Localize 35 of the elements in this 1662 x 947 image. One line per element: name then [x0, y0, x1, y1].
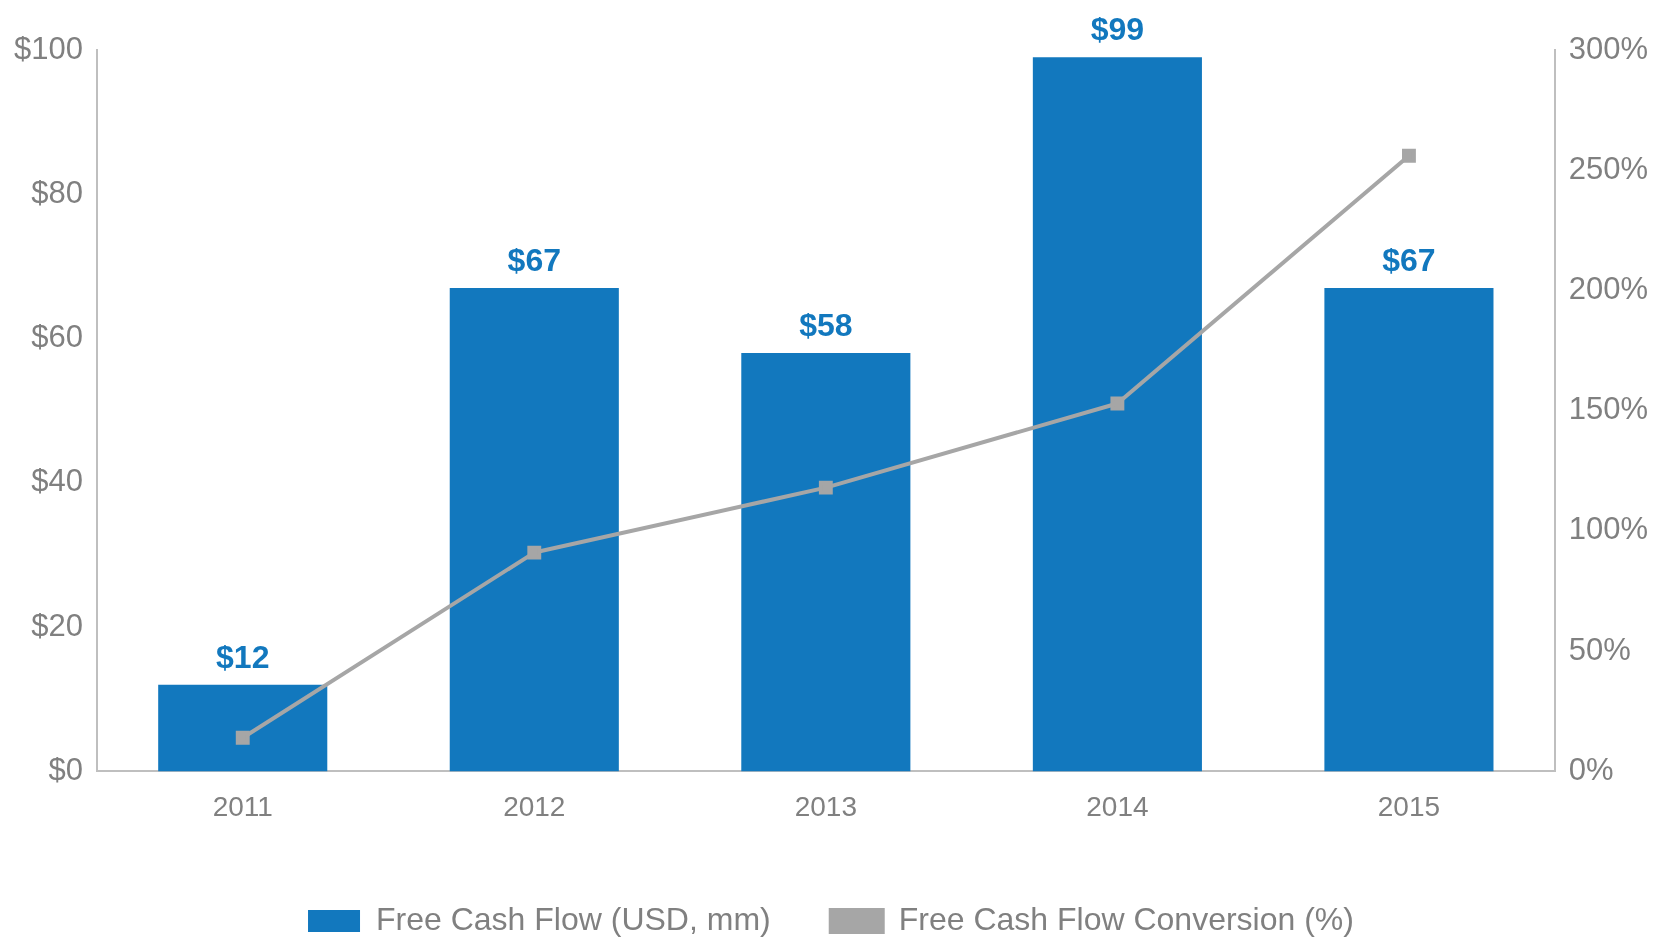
y-tick-label: $0: [48, 751, 83, 787]
x-tick-label: 2015: [1377, 790, 1441, 822]
y-tick-label: $100: [13, 30, 83, 66]
y-tick-label: $20: [31, 607, 83, 643]
x-tick-label: 2013: [794, 790, 857, 822]
y2-tick-label: 250%: [1568, 150, 1649, 186]
data-label: $99: [1090, 11, 1145, 48]
point: [235, 730, 250, 745]
x-tick-label: 2012: [503, 790, 566, 822]
bar: [449, 288, 619, 772]
point: [818, 480, 833, 495]
y2-tick-label: 0%: [1568, 751, 1614, 787]
bar: [741, 352, 911, 772]
bar: [1032, 57, 1202, 772]
y-tick-label: $80: [31, 174, 83, 210]
data-label: $67: [1382, 241, 1436, 278]
y2-tick-label: 300%: [1568, 30, 1649, 66]
y2-tick-label: 200%: [1568, 271, 1649, 307]
data-label: $67: [507, 241, 561, 278]
y-tick-label: $60: [31, 319, 83, 355]
point: [527, 545, 542, 560]
legend-label: Free Cash Flow (USD, mm): [376, 900, 771, 937]
x-tick-label: 2014: [1086, 790, 1149, 822]
data-label: $58: [799, 306, 853, 343]
bar: [158, 684, 328, 772]
point: [1401, 148, 1416, 163]
legend-label: Free Cash Flow Conversion (%): [898, 900, 1354, 937]
y2-tick-label: 150%: [1568, 391, 1649, 427]
x-tick-label: 2011: [212, 790, 273, 822]
y2-tick-label: 50%: [1568, 631, 1631, 667]
y2-tick-label: 100%: [1568, 511, 1649, 547]
y-tick-label: $40: [31, 463, 83, 499]
point: [1110, 396, 1125, 411]
bar: [1324, 288, 1494, 772]
data-label: $12: [216, 638, 270, 675]
